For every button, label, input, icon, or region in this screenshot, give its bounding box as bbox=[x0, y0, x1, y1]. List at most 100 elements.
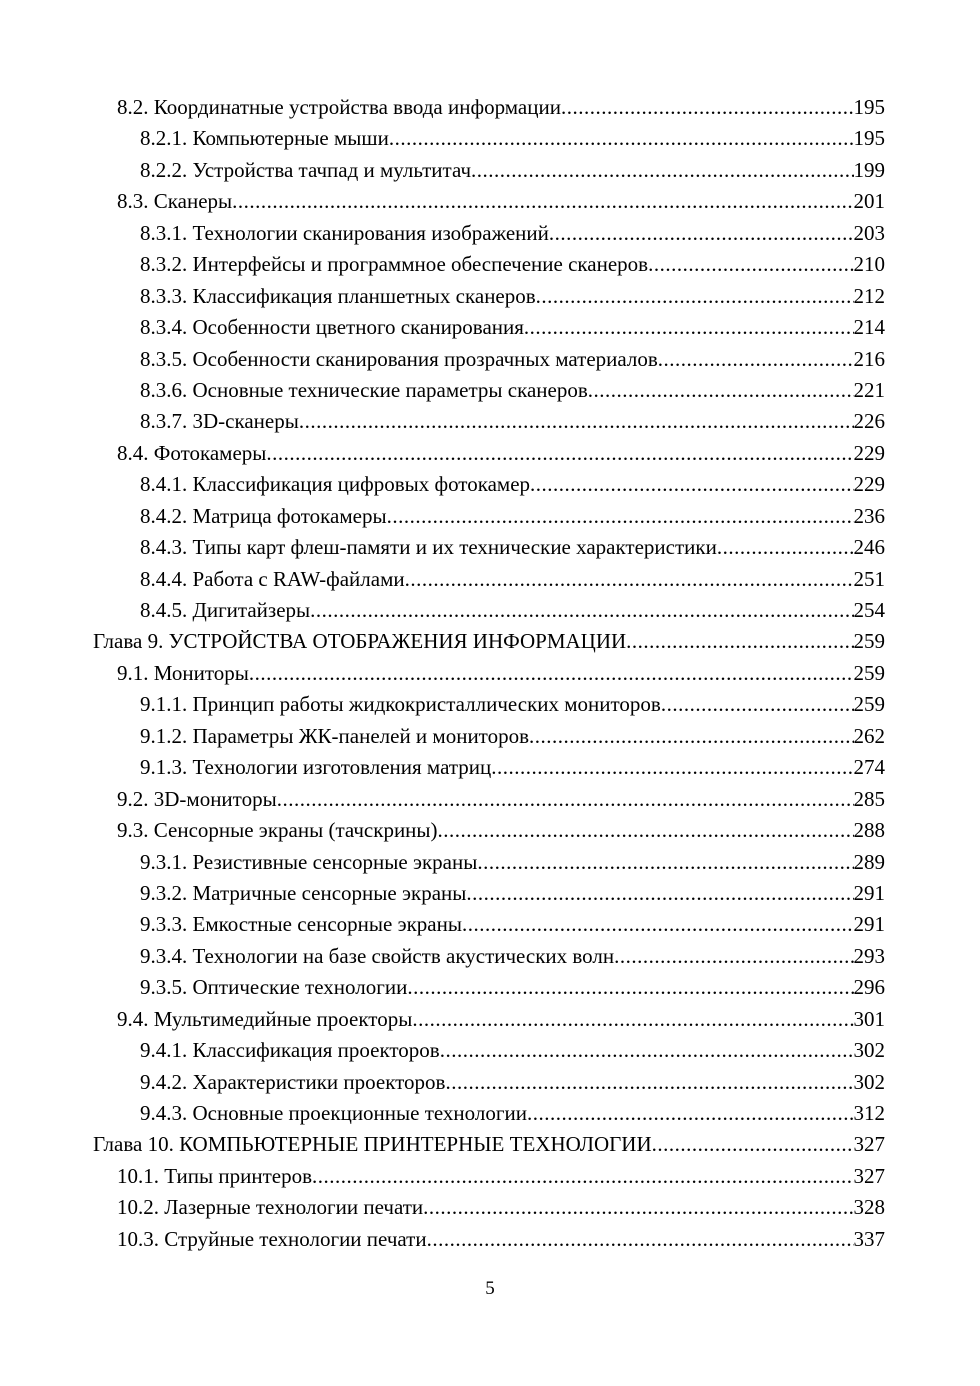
toc-entry-page: 212 bbox=[853, 283, 886, 308]
dot-leader bbox=[652, 1129, 854, 1160]
toc-entry-title: 8.3.2. Интерфейсы и программное обеспече… bbox=[140, 252, 649, 277]
toc-entry-page: 216 bbox=[853, 346, 886, 371]
dot-leader bbox=[529, 721, 853, 752]
toc-entry-title: 9.1. Мониторы bbox=[117, 660, 249, 685]
toc-entry-title: 8.4.2. Матрица фотокамеры bbox=[140, 503, 387, 528]
toc-entry-page: 201 bbox=[853, 189, 886, 214]
toc-entry-page: 229 bbox=[853, 472, 886, 497]
toc-entry-page: 289 bbox=[853, 849, 886, 874]
toc-entry: 9.4.1. Классификация проекторов 302 bbox=[0, 1035, 980, 1066]
toc-entry-page: 337 bbox=[853, 1226, 886, 1251]
toc-entry-page: 301 bbox=[853, 1006, 886, 1031]
toc-entry: 8.4.2. Матрица фотокамеры 236 bbox=[0, 501, 980, 532]
toc-entry: 9.1.1. Принцип работы жидкокристаллическ… bbox=[0, 689, 980, 720]
toc-entry-page: 288 bbox=[853, 818, 886, 843]
toc-entry-page: 293 bbox=[853, 943, 886, 968]
toc-entry-page: 327 bbox=[853, 1132, 886, 1157]
toc-entry: 9.3.3. Емкостные сенсорные экраны 291 bbox=[0, 909, 980, 940]
toc-entry: 9.1. Мониторы 259 bbox=[0, 658, 980, 689]
dot-leader bbox=[445, 1067, 853, 1098]
toc-entry-title: 10.3. Струйные технологии печати bbox=[117, 1226, 427, 1251]
toc-entry-title: 8.3. Сканеры bbox=[117, 189, 233, 214]
toc-entry-page: 203 bbox=[853, 220, 886, 245]
toc-entry-page: 262 bbox=[853, 723, 886, 748]
toc-entry-title: 9.3. Сенсорные экраны (тачскрины) bbox=[117, 818, 438, 843]
toc-entry: 9.2. 3D-мониторы 285 bbox=[0, 784, 980, 815]
toc-entry: 8.3.4. Особенности цветного сканирования… bbox=[0, 312, 980, 343]
toc-entry-title: 9.2. 3D-мониторы bbox=[117, 786, 277, 811]
toc-entry-title: 9.4.2. Характеристики проекторов bbox=[140, 1069, 446, 1094]
toc-entry-page: 259 bbox=[853, 660, 886, 685]
dot-leader bbox=[588, 375, 854, 406]
toc-entry: 9.1.2. Параметры ЖК-панелей и мониторов 2… bbox=[0, 721, 980, 752]
toc-entry-title: 8.3.5. Особенности сканирования прозрачн… bbox=[140, 346, 658, 371]
toc-entry-title: 9.3.4. Технологии на базе свойств акусти… bbox=[140, 943, 615, 968]
toc-entry: 8.3.5. Особенности сканирования прозрачн… bbox=[0, 344, 980, 375]
toc-entry-title: 9.3.2. Матричные сенсорные экраны bbox=[140, 880, 467, 905]
dot-leader bbox=[438, 815, 854, 846]
dot-leader bbox=[648, 249, 853, 280]
dot-leader bbox=[626, 626, 853, 657]
toc-entry: 8.4.4. Работа с RAW-файлами 251 bbox=[0, 564, 980, 595]
toc-entry-title: 9.4. Мультимедийные проекторы bbox=[117, 1006, 413, 1031]
dot-leader bbox=[407, 972, 853, 1003]
dot-leader bbox=[312, 1161, 853, 1192]
dot-leader bbox=[232, 186, 853, 217]
toc-entry: 10.3. Струйные технологии печати 337 bbox=[0, 1224, 980, 1255]
toc-entry-title: 8.3.1. Технологии сканирования изображен… bbox=[140, 220, 549, 245]
toc-entry: 8.3.7. 3D-сканеры 226 bbox=[0, 406, 980, 437]
toc-entry-title: 8.4.4. Работа с RAW-файлами bbox=[140, 566, 405, 591]
toc-entry: 8.3.3. Классификация планшетных сканеров… bbox=[0, 281, 980, 312]
toc-entry: Глава 10. КОМПЬЮТЕРНЫЕ ПРИНТЕРНЫЕ ТЕХНОЛ… bbox=[0, 1129, 980, 1160]
toc-entry: 10.1. Типы принтеров 327 bbox=[0, 1161, 980, 1192]
dot-leader bbox=[440, 1035, 854, 1066]
toc-entry-title: 8.2.1. Компьютерные мыши bbox=[140, 126, 389, 151]
toc-entry-title: 8.4.3. Типы карт флеш-памяти и их технич… bbox=[140, 535, 717, 560]
dot-leader bbox=[527, 1098, 854, 1129]
dot-leader bbox=[427, 1224, 854, 1255]
toc-entry: 8.3.6. Основные технические параметры ск… bbox=[0, 375, 980, 406]
toc-entry-title: 10.2. Лазерные технологии печати bbox=[117, 1195, 424, 1220]
dot-leader bbox=[536, 281, 854, 312]
toc-entry: 8.4.1. Классификация цифровых фотокамер 2… bbox=[0, 469, 980, 500]
dot-leader bbox=[614, 941, 853, 972]
toc-entry-title: 8.4.5. Дигитайзеры bbox=[140, 598, 311, 622]
toc-entry: 8.3.1. Технологии сканирования изображен… bbox=[0, 218, 980, 249]
toc-entry-page: 210 bbox=[853, 252, 886, 277]
dot-leader bbox=[462, 909, 854, 940]
dot-leader bbox=[661, 689, 854, 720]
dot-leader bbox=[471, 155, 853, 186]
toc-entry: 8.4. Фотокамеры 229 bbox=[0, 438, 980, 469]
dot-leader bbox=[561, 92, 854, 123]
toc-entry-page: 312 bbox=[853, 1101, 886, 1125]
toc-entry-title: 9.1.1. Принцип работы жидкокристаллическ… bbox=[140, 692, 661, 717]
toc-entry-page: 291 bbox=[853, 912, 886, 937]
dot-leader bbox=[477, 847, 853, 878]
toc-entry-title: 8.3.6. Основные технические параметры ск… bbox=[140, 377, 588, 402]
toc-entry-title: Глава 9. УСТРОЙСТВА ОТОБРАЖЕНИЯ ИНФОРМАЦ… bbox=[93, 629, 627, 654]
toc-entry-page: 246 bbox=[853, 535, 886, 560]
toc-entry: 9.3.4. Технологии на базе свойств акусти… bbox=[0, 941, 980, 972]
toc-entry: 8.4.3. Типы карт флеш-памяти и их технич… bbox=[0, 532, 980, 563]
toc-entry-page: 327 bbox=[853, 1163, 886, 1188]
toc-entry-page: 236 bbox=[853, 503, 886, 528]
toc-entry-page: 226 bbox=[853, 409, 886, 434]
dot-leader bbox=[310, 595, 853, 626]
toc-entry: 8.4.5. Дигитайзеры 254 bbox=[0, 595, 980, 626]
toc-entry-page: 291 bbox=[853, 880, 886, 905]
dot-leader bbox=[530, 469, 853, 500]
toc-entry-title: 9.3.3. Емкостные сенсорные экраны bbox=[140, 912, 462, 937]
toc-entry-page: 229 bbox=[853, 440, 886, 465]
dot-leader bbox=[717, 532, 854, 563]
dot-leader bbox=[387, 501, 854, 532]
toc-entry-title: 9.1.2. Параметры ЖК-панелей и мониторов bbox=[140, 723, 530, 748]
toc-entry-title: 8.3.7. 3D-сканеры bbox=[140, 409, 299, 434]
toc-entry-title: 8.2. Координатные устройства ввода инфор… bbox=[117, 95, 561, 119]
dot-leader bbox=[549, 218, 854, 249]
toc-entry-title: Глава 10. КОМПЬЮТЕРНЫЕ ПРИНТЕРНЫЕ ТЕХНОЛ… bbox=[93, 1132, 652, 1157]
toc-entry-title: 9.3.5. Оптические технологии bbox=[140, 975, 408, 1000]
toc-entry-title: 9.4.1. Классификация проекторов bbox=[140, 1038, 440, 1063]
toc-entry: 8.2.2. Устройства тачпад и мультитач 199 bbox=[0, 155, 980, 186]
toc-entry: 9.1.3. Технологии изготовления матриц 274 bbox=[0, 752, 980, 783]
dot-leader bbox=[658, 344, 854, 375]
